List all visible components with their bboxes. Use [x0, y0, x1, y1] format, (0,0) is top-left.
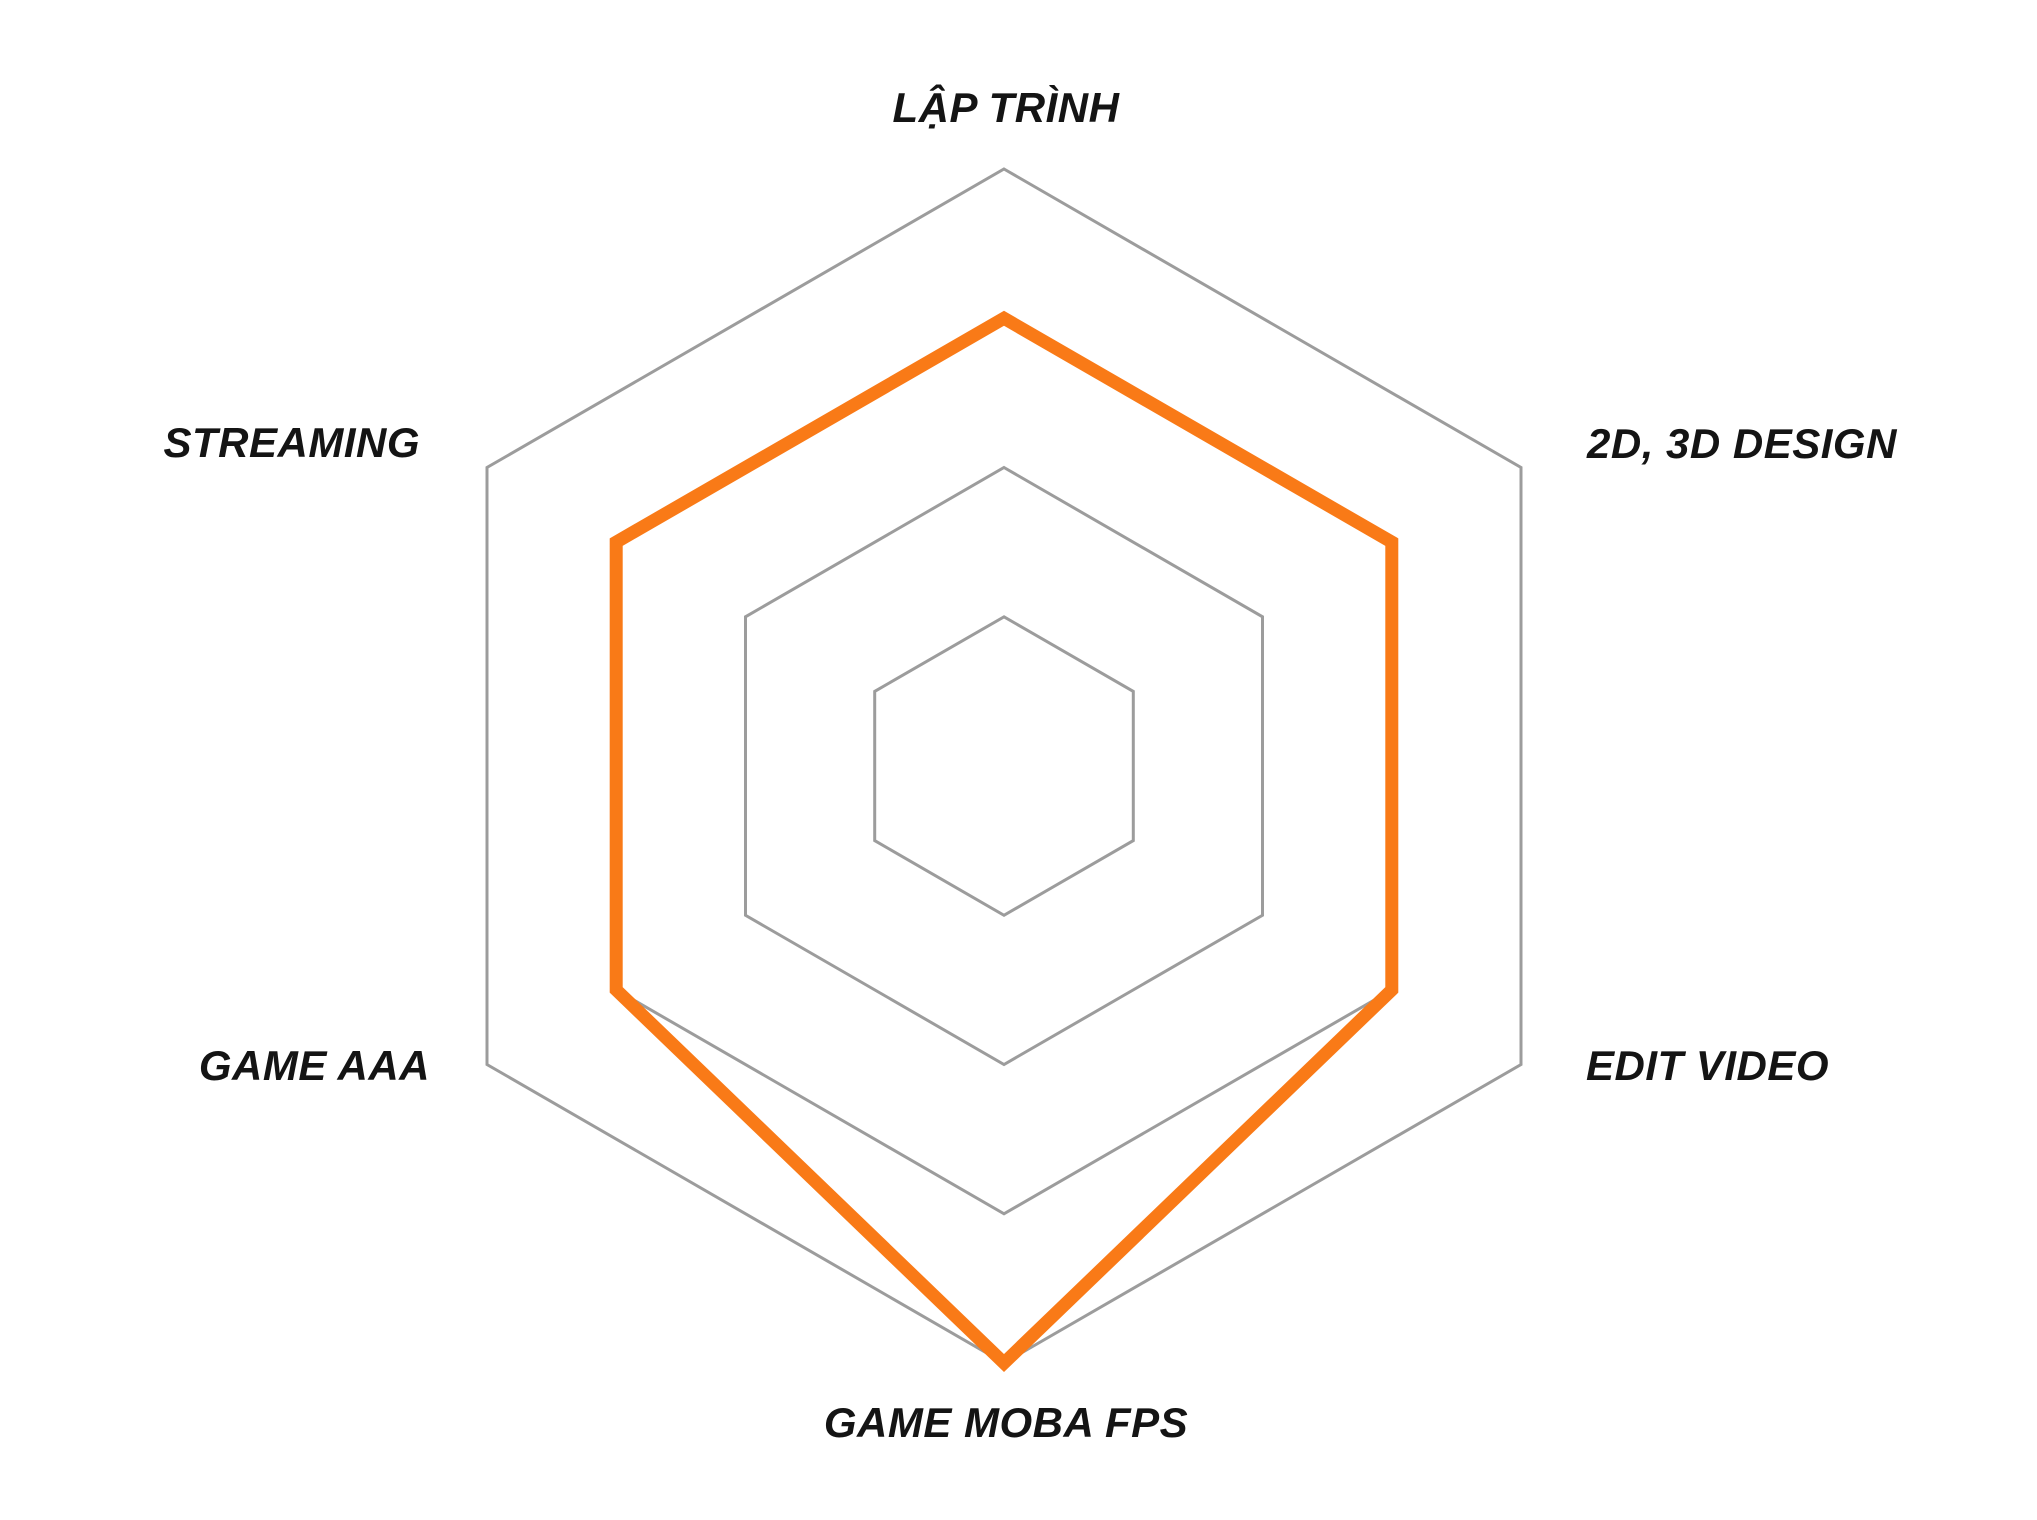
grid-ring-25 [873, 615, 1135, 918]
grid-ring-50 [744, 465, 1264, 1067]
axis-label-lap-trinh: LẬP TRÌNH [892, 84, 1120, 131]
axis-label-edit-video: EDIT VIDEO [1586, 1042, 1830, 1089]
grid-ring-100 [485, 167, 1523, 1365]
axis-label-game-aaa: GAME AAA [198, 1042, 430, 1089]
grid-ring-75 [614, 316, 1394, 1216]
axis-label-2d-3d-design: 2D, 3D DESIGN [1587, 420, 1897, 467]
series-polygon [609, 310, 1399, 1373]
axis-label-game-moba-fps: GAME MOBA FPS [823, 1399, 1189, 1446]
axis-label-streaming: STREAMING [163, 419, 420, 466]
